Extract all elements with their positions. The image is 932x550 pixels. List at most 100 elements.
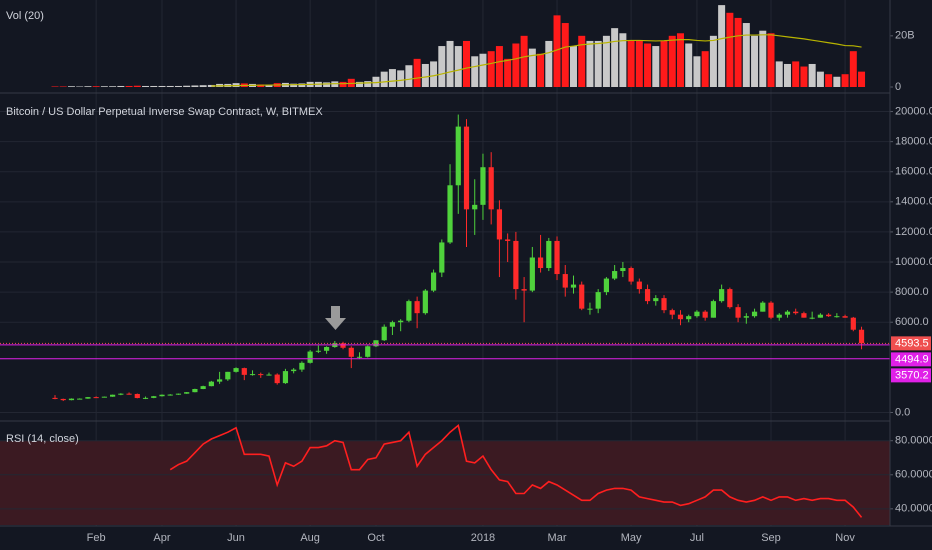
candle-body: [636, 281, 642, 290]
volume-bar: [783, 63, 791, 87]
candle-body: [570, 284, 577, 288]
candle-body: [192, 389, 198, 393]
candle-body: [110, 394, 116, 397]
volume-bar: [380, 71, 388, 87]
price-label-bg: [891, 336, 931, 351]
volume-bar: [479, 53, 487, 87]
volume-bar: [265, 84, 273, 87]
candle-body: [307, 351, 313, 363]
x-tick-label: Aug: [300, 532, 320, 544]
x-tick-label: Apr: [153, 532, 170, 544]
volume-bar: [59, 86, 67, 87]
y-tick-label: 0: [895, 81, 901, 93]
grid: [0, 0, 893, 526]
volume-bar: [413, 58, 421, 87]
y-tick-label: 14000.0: [895, 196, 932, 208]
candle-body: [496, 209, 503, 240]
candle-body: [184, 392, 190, 394]
volume-bar: [816, 71, 824, 87]
volume-bar: [142, 85, 150, 87]
volume-bar: [858, 71, 866, 87]
candle-body: [175, 393, 182, 395]
candle-body: [562, 274, 568, 288]
volume-bar: [100, 86, 108, 87]
candle-body: [414, 301, 420, 314]
volume-bar: [323, 82, 331, 87]
volume-bar: [356, 81, 364, 87]
candle-body: [447, 185, 453, 243]
volume-bar: [84, 86, 92, 87]
volume-bar: [430, 61, 438, 87]
candle-body: [694, 311, 700, 317]
volume-bar: [520, 35, 528, 87]
volume-bar: [685, 43, 693, 87]
x-tick-label: 2018: [471, 532, 495, 544]
candle-body: [406, 301, 412, 321]
volume-bar: [290, 83, 298, 87]
price-label: 3570.2: [895, 369, 929, 381]
volume-bar: [495, 46, 503, 87]
chart-title: Bitcoin / US Dollar Perpetual Inverse Sw…: [6, 106, 323, 118]
candle-body: [521, 289, 527, 291]
candle-body: [669, 310, 675, 315]
volume-bar: [298, 83, 306, 87]
volume-bar: [537, 53, 545, 87]
volume-bar: [150, 85, 158, 87]
volume-bar: [388, 69, 396, 87]
candle-body: [167, 394, 173, 396]
candle-body: [274, 374, 280, 384]
candle-body: [472, 204, 478, 210]
candle-body: [768, 302, 774, 318]
volume-bar: [446, 40, 454, 87]
candle-body: [529, 257, 535, 291]
volume-bar: [660, 40, 668, 87]
volume-ma-line: [211, 34, 862, 87]
x-tick-label: Jun: [227, 532, 245, 544]
rsi-line: [169, 423, 863, 518]
volume-bar: [438, 46, 446, 87]
volume-bar: [751, 35, 759, 87]
volume-bar: [602, 35, 610, 87]
price-label-bg: [891, 368, 931, 383]
candle-body: [85, 397, 91, 399]
candle-body: [101, 396, 107, 398]
x-tick-label: Sep: [761, 532, 781, 544]
y-tick-label: 20000.0: [895, 105, 932, 117]
volume-bar: [619, 33, 627, 87]
y-tick-label: 18000.0: [895, 136, 932, 148]
x-tick-label: Feb: [87, 532, 106, 544]
candle-body: [801, 313, 807, 318]
y-tick-label: 10000.0: [895, 256, 932, 268]
candle-body: [323, 347, 330, 351]
y-tick-label: 80.0000: [895, 435, 932, 447]
volume-bar: [463, 40, 470, 87]
candle-body: [299, 362, 305, 370]
candle-body: [455, 126, 461, 186]
candle-body: [858, 329, 865, 344]
y-tick-label: 8000.0: [895, 286, 929, 298]
candle-body: [710, 301, 716, 318]
candle-body: [225, 371, 231, 380]
volume-bar: [792, 61, 800, 87]
candle-body: [513, 240, 519, 290]
volume-bar: [553, 15, 561, 87]
candle-body: [77, 398, 83, 400]
candle-body: [118, 393, 124, 395]
arrow-annotation: [325, 306, 346, 330]
candle-body: [727, 289, 733, 308]
volume-bar: [644, 43, 652, 87]
candle-body: [217, 379, 223, 382]
candle-body: [60, 398, 66, 401]
candle-body: [381, 326, 387, 341]
volume-bar: [67, 86, 75, 87]
candle-body: [628, 268, 634, 282]
volume-bar: [734, 17, 742, 87]
volume-bar: [652, 46, 660, 87]
price-label: 4593.5: [895, 337, 929, 349]
volume-bar: [117, 85, 125, 87]
volume-bar: [133, 85, 141, 87]
volume-bar: [405, 65, 413, 87]
volume-bar: [166, 85, 174, 87]
candle-body: [537, 257, 544, 269]
